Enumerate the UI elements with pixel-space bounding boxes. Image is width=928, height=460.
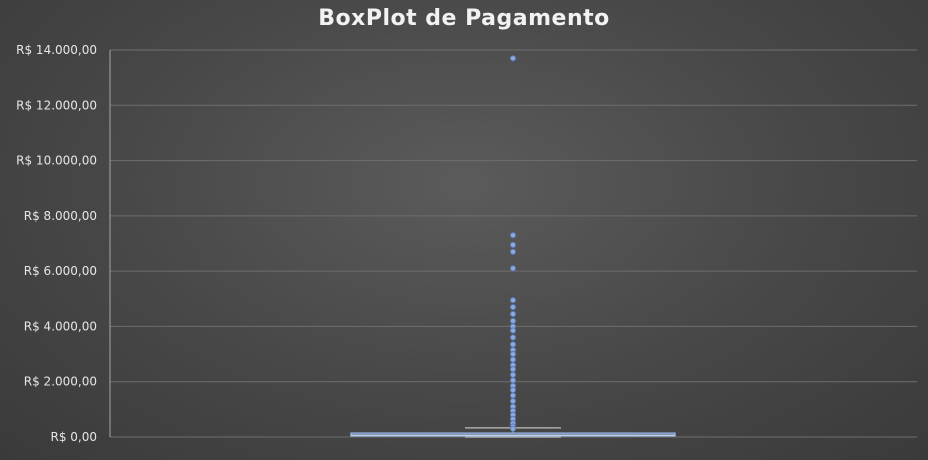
outlier-point [509,303,517,311]
outlier-point [509,248,517,255]
outlier-point [509,350,517,358]
outlier-point [509,397,517,405]
y-tick-label: R$ 4.000,00 [24,319,97,333]
outlier-point [509,386,517,394]
outlier-point [509,232,517,239]
y-tick-label: R$ 0,00 [50,430,97,444]
box-iqr [350,432,676,437]
y-tick-label: R$ 14.000,00 [16,43,97,57]
outlier-point [509,356,517,363]
outlier-point [509,366,517,373]
outlier-point [509,265,517,272]
y-tick-label: R$ 6.000,00 [24,264,97,278]
outlier-point [509,371,517,378]
outlier-point [509,297,517,304]
outlier-point [509,241,517,248]
outlier-point [509,310,517,318]
y-tick-label: R$ 2.000,00 [24,375,97,389]
outlier-point [509,377,517,384]
y-tick-label: R$ 12.000,00 [16,98,97,112]
outlier-point [509,317,517,324]
outlier-point [509,55,517,62]
chart-title: BoxPlot de Pagamento [318,6,610,31]
outlier-point [509,334,517,341]
y-tick-label: R$ 8.000,00 [24,209,97,223]
y-tick-label: R$ 10.000,00 [16,154,97,168]
outlier-point [509,341,517,348]
outlier-point [509,392,517,399]
outlier-point [509,327,517,334]
outlier-point [509,425,517,432]
